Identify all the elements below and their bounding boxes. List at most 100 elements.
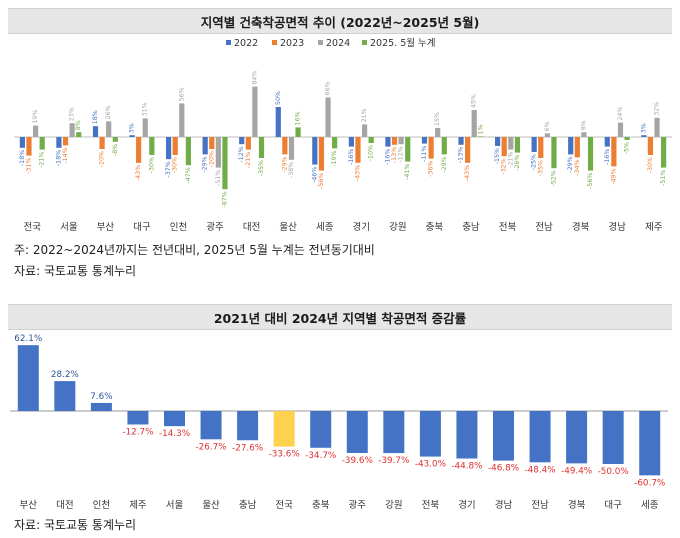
bar-대구-2025. 5월 누계: [149, 137, 155, 155]
bar-전북-2025. 5월 누계: [514, 137, 520, 153]
value-label-경북-2022: -29%: [567, 156, 574, 172]
value-label-경기: -44.8%: [451, 461, 482, 471]
value-label-전북-2024: -21%: [507, 152, 514, 168]
value-label-충남-2025. 5월 누계: 1%: [477, 124, 484, 134]
bar-인천: [90, 402, 112, 411]
bar-광주-2023: [209, 137, 215, 149]
bar-대전-2024: [252, 86, 258, 137]
value-label-충남-2024: 45%: [471, 94, 478, 108]
value-label-대구-2022: 3%: [129, 123, 136, 133]
x-tick-전남: 전남: [531, 500, 549, 511]
bar-경남: [493, 411, 514, 461]
x-tick-울산: 울산: [279, 222, 297, 233]
bar-충북-2022: [421, 137, 428, 144]
x-tick-충북: 충북: [426, 222, 444, 233]
value-label-울산-2022: 50%: [275, 91, 282, 105]
bar-대구: [602, 411, 624, 464]
bar-경기-2024: [361, 124, 368, 137]
value-label-세종-2024: 66%: [325, 81, 332, 95]
legend-label-1: 2023: [280, 38, 304, 49]
bar-충북: [310, 411, 332, 448]
value-label-서울-2022: -18%: [55, 150, 62, 166]
bar-전남-2022: [531, 137, 537, 152]
value-label-전국-2022: -18%: [19, 150, 26, 166]
value-label-전국-2024: 19%: [32, 110, 39, 124]
value-label-경남: -46.8%: [488, 464, 519, 474]
value-label-부산: 62.1%: [14, 334, 42, 344]
bar-경북-2025. 5월 누계: [587, 137, 594, 171]
x-tick-충남: 충남: [462, 222, 480, 233]
value-label-경남-2023: -49%: [610, 168, 617, 184]
value-label-대구-2023: -43%: [135, 165, 142, 181]
value-label-충북-2024: 15%: [434, 112, 441, 126]
value-label-경남-2024: 24%: [617, 107, 624, 121]
x-tick-경북: 경북: [568, 499, 586, 511]
value-label-경북-2024: 8%: [580, 120, 587, 130]
bar-강원: [383, 411, 405, 454]
bar-충남: [237, 411, 259, 441]
value-label-대구: -50.0%: [598, 467, 629, 477]
value-label-광주-2022: -29%: [202, 156, 209, 172]
bar-제주-2025. 5월 누계: [661, 137, 667, 168]
value-label-경기-2023: -43%: [354, 165, 361, 181]
value-label-대구-2025. 5월 누계: -30%: [148, 157, 155, 173]
value-label-서울: -14.3%: [159, 429, 190, 439]
bar-경남-2025. 5월 누계: [624, 137, 630, 140]
x-tick-인천: 인천: [170, 222, 187, 233]
x-tick-제주: 제주: [645, 222, 663, 233]
bar-전북-2024: [508, 137, 514, 150]
value-label-충북-2022: -11%: [421, 146, 428, 162]
value-label-제주-2025. 5월 누계: -51%: [660, 170, 667, 186]
bar-울산: [200, 411, 222, 440]
bar-전국-2023: [26, 137, 32, 156]
value-label-강원-2022: -16%: [384, 149, 391, 165]
value-label-전북-2025. 5월 누계: -26%: [514, 155, 521, 171]
legend-item-2: 2024: [318, 38, 350, 49]
value-label-경기-2025. 5월 누계: -10%: [368, 145, 375, 161]
value-label-서울-2024: 23%: [69, 107, 76, 121]
x-tick-전국: 전국: [275, 500, 293, 511]
x-tick-강원: 강원: [389, 222, 406, 233]
value-label-부산-2024: 26%: [105, 105, 112, 119]
x-tick-강원: 강원: [385, 500, 402, 511]
bar-경북-2022: [568, 137, 574, 155]
bar-강원-2023: [391, 137, 398, 145]
value-label-광주: -39.6%: [342, 456, 373, 466]
bar-대전-2023: [245, 137, 251, 150]
bar-전남-2023: [538, 137, 544, 158]
value-label-광주-2024: -51%: [215, 170, 222, 186]
value-label-대전-2023: -21%: [245, 152, 252, 168]
legend-swatch-1: [272, 40, 277, 45]
value-label-경남-2022: -16%: [604, 149, 611, 165]
bar-제주-2023: [647, 137, 654, 155]
value-label-전북-2022: -15%: [494, 148, 501, 164]
bar-충북-2023: [428, 137, 434, 159]
value-label-제주-2023: -30%: [647, 157, 654, 173]
chart1-title: 지역별 건축착공면적 추이 (2022년~2025년 5월): [8, 8, 672, 34]
bar-부산-2022: [92, 126, 99, 137]
bar-세종-2023: [318, 137, 325, 171]
value-label-제주-2024: 32%: [654, 102, 661, 116]
bar-울산-2025. 5월 누계: [295, 127, 301, 137]
x-tick-경남: 경남: [495, 499, 513, 511]
value-label-경북: -49.4%: [561, 466, 592, 476]
x-tick-전북: 전북: [499, 222, 517, 233]
bar-전북: [419, 411, 441, 457]
value-label-제주: -12.7%: [122, 427, 153, 437]
bar-대구-2022: [129, 135, 135, 137]
value-label-대전-2025. 5월 누계: -35%: [258, 160, 265, 176]
bar-서울-2023: [62, 137, 69, 146]
x-tick-울산: 울산: [202, 500, 220, 511]
bar-부산-2024: [106, 121, 112, 137]
bar-경남-2024: [617, 122, 624, 137]
x-tick-광주: 광주: [349, 499, 367, 511]
value-label-경북-2025. 5월 누계: -56%: [587, 173, 594, 189]
bar-강원-2022: [385, 137, 391, 147]
bar-울산-2022: [275, 107, 281, 137]
x-tick-대전: 대전: [243, 222, 260, 233]
bar-전남-2024: [544, 133, 550, 137]
x-tick-세종: 세종: [641, 500, 659, 511]
x-tick-경북: 경북: [572, 221, 590, 233]
x-tick-전북: 전북: [422, 500, 440, 511]
bar-인천-2025. 5월 누계: [185, 137, 191, 166]
